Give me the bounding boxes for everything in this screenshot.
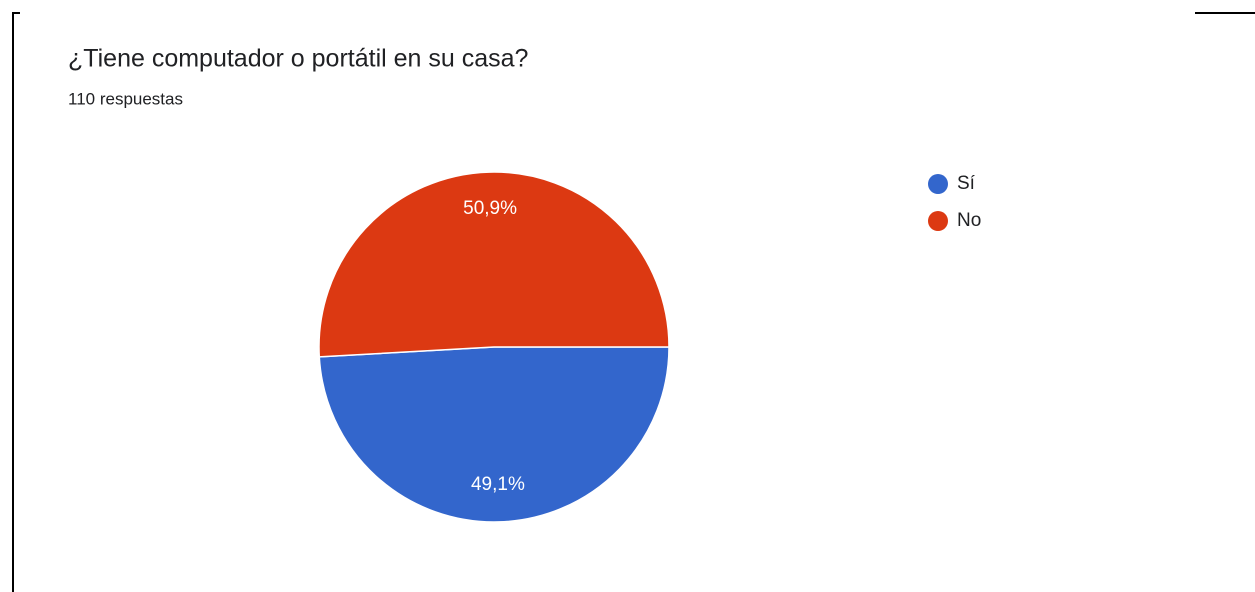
legend-label: Sí [957, 173, 976, 194]
pie-slice [318, 346, 670, 523]
slice-label: 49,1% [471, 474, 525, 495]
legend-swatch [928, 174, 948, 194]
legend-swatch [928, 211, 948, 231]
pie-slice [318, 171, 670, 358]
chart-title: ¿Tiene computador o portátil en su casa? [68, 45, 528, 73]
chart-subtitle: 110 respuestas [68, 89, 183, 108]
slice-label: 50,9% [463, 198, 517, 219]
legend-label: No [957, 210, 981, 231]
